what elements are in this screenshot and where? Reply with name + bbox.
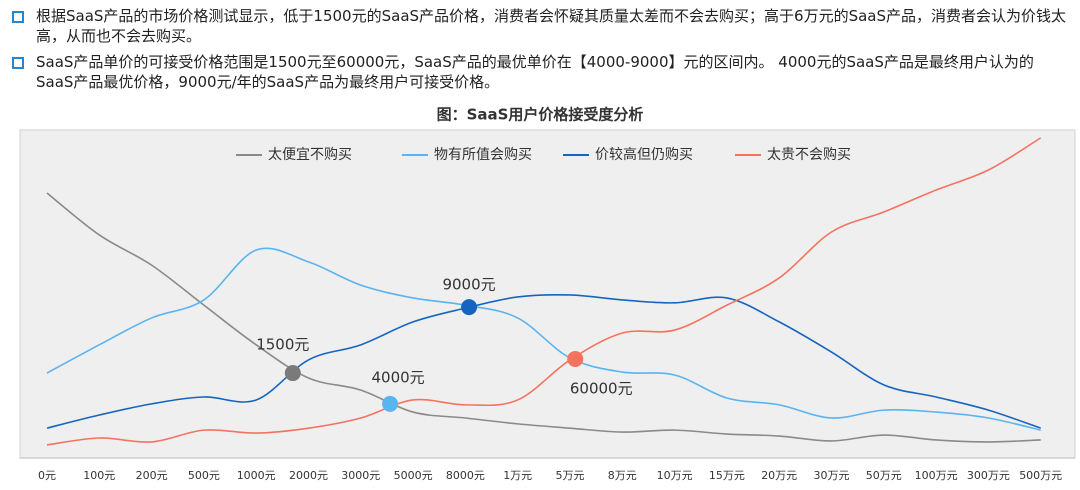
bullet-text: 根据SaaS产品的市场价格测试显示，低于1500元的SaaS产品价格，消费者会怀… [36,7,1067,45]
annotation-label: 1500元 [256,336,309,354]
x-tick-label: 100万元 [915,469,958,482]
legend-label: 物有所值会购买 [434,147,532,163]
x-tick-label: 50万元 [866,469,902,482]
x-tick-label: 8万元 [608,469,637,482]
series-line [46,247,1041,431]
annotation-label: 4000元 [371,368,424,386]
series-line [46,192,1041,443]
annotation-marker [567,350,584,367]
notes: 根据SaaS产品的市场价格测试显示，低于1500元的SaaS产品价格，消费者会怀… [0,0,1080,92]
plot-area [19,129,1076,459]
x-tick-label: 5000元 [394,469,433,482]
x-tick-label: 30万元 [814,469,850,482]
x-tick-label: 300万元 [967,469,1010,482]
x-tick-label: 15万元 [709,469,745,482]
x-tick-label: 3000元 [341,469,380,482]
x-tick-label: 0元 [38,469,56,482]
annotation-label: 60000元 [570,379,633,397]
chart-title: 图：SaaS用户价格接受度分析 [437,106,644,124]
x-tick-label: 10万元 [657,469,693,482]
series-line [46,293,1041,429]
annotation-marker [382,395,399,412]
bullet: 根据SaaS产品的市场价格测试显示，低于1500元的SaaS产品价格，消费者会怀… [12,6,1067,46]
chart: 图：SaaS用户价格接受度分析 0元 100元 200元 500元 1000元 2000元… [19,106,1076,482]
x-tick-label: 500万元 [1019,469,1062,482]
bullet: SaaS产品单价的可接受价格范围是1500元至60000元，SaaS产品的最优单… [12,52,1066,92]
series-line [46,137,1042,446]
x-tick-label: 1万元 [503,469,532,482]
x-tick-label: 100元 [83,469,115,482]
legend-label: 价较高但仍购买 [595,146,693,163]
bullet-icon [12,11,24,23]
x-tick-label: 500元 [188,469,220,482]
legend-label: 太便宜不购买 [268,147,352,163]
legend-label: 太贵不会购买 [767,147,851,163]
annotation-marker [461,299,478,316]
x-tick-label: 8000元 [446,469,485,482]
x-tick-label: 5万元 [556,469,585,482]
bullet-text: SaaS产品单价的可接受价格范围是1500元至60000元，SaaS产品的最优单… [36,53,1034,91]
x-tick-label: 2000元 [289,469,328,482]
x-tick-label: 1000元 [237,469,276,482]
x-tick-label: 200元 [136,469,168,482]
annotation-marker [284,365,301,382]
x-tick-label: 20万元 [761,469,797,482]
annotation-label: 9000元 [442,276,495,294]
bullet-icon [12,57,24,69]
